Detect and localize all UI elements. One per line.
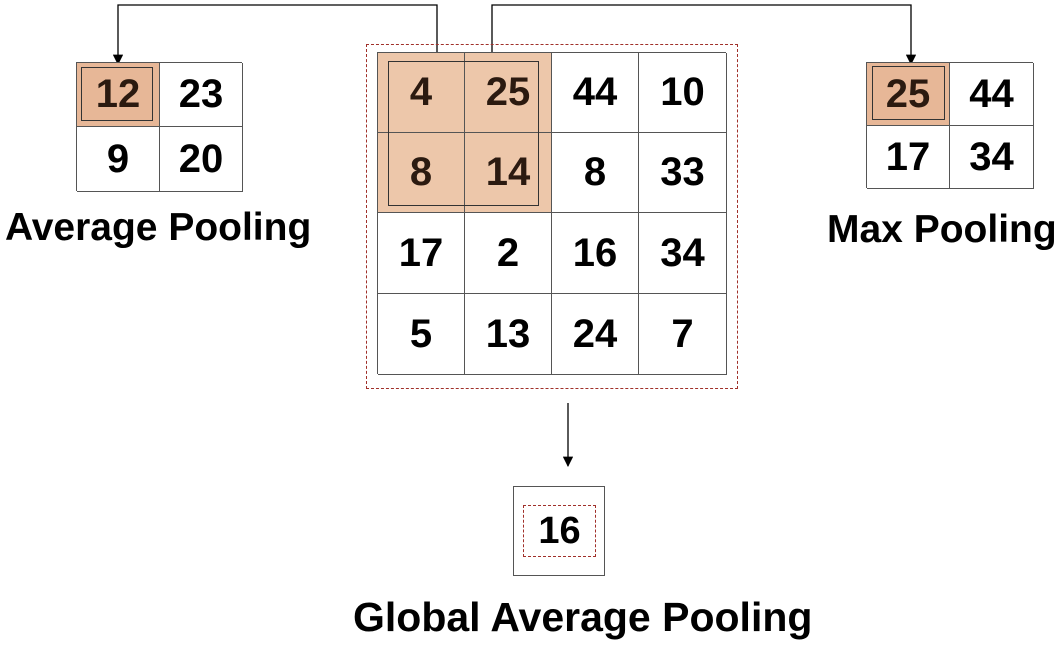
average-pooling-highlight-box [81,67,153,121]
input-matrix-cell-r2-c1: 8 [378,133,465,213]
arrow-to-max-pooling [491,4,917,66]
average-pooling-label: Average Pooling [5,206,312,249]
average-pooling-cell-r1-c1: 12 [77,63,160,127]
global-average-pooling-label: Global Average Pooling [353,594,813,640]
input-matrix-cell-r1-c2: 25 [465,53,552,133]
input-matrix-cell-r3-c2: 2 [465,213,552,294]
max-pooling-cell-r1-c1: 25 [867,63,950,126]
input-matrix-cell-r1-c1: 4 [378,53,465,133]
input-matrix-cell-r3-c4: 34 [639,213,727,294]
input-matrix-cell-r1-c3: 44 [552,53,639,133]
arrow-to-average-pooling [112,4,438,66]
input-matrix-cell-r4-c3: 24 [552,294,639,375]
input-matrix-cell-r4-c1: 5 [378,294,465,375]
max-pooling-highlight-box [872,66,945,120]
max-pooling-cell-r2-c1: 17 [867,126,950,189]
max-pooling-cell-r1-c2: 44 [950,63,1034,126]
input-matrix-cell-r3-c3: 16 [552,213,639,294]
input-matrix-cell-r2-c3: 8 [552,133,639,213]
global-average-pooling-box [513,486,605,576]
input-pooling-window-box [388,61,539,206]
average-pooling-cell-r2-c2: 20 [160,127,243,192]
average-pooling-grid: 12 23 9 20 [76,62,243,192]
average-pooling-cell-r2-c1: 9 [77,127,160,192]
average-pooling-cell-r1-c2: 23 [160,63,243,127]
input-matrix-dashed-frame [366,44,738,389]
input-matrix-cell-r3-c1: 17 [378,213,465,294]
input-matrix-cell-r2-c4: 33 [639,133,727,213]
global-average-pooling-dashed-frame [523,505,596,557]
global-average-pooling-value: 16 [538,509,581,552]
input-matrix-grid: 4 25 44 10 8 14 8 33 17 2 16 34 5 13 24 7 [377,52,727,375]
input-matrix-cell-r1-c4: 10 [639,53,727,133]
max-pooling-grid: 25 44 17 34 [866,62,1034,189]
input-matrix-cell-r2-c2: 14 [465,133,552,213]
input-matrix-cell-r4-c4: 7 [639,294,727,375]
max-pooling-label: Max Pooling [827,208,1057,251]
input-matrix-cell-r4-c2: 13 [465,294,552,375]
max-pooling-cell-r2-c2: 34 [950,126,1034,189]
